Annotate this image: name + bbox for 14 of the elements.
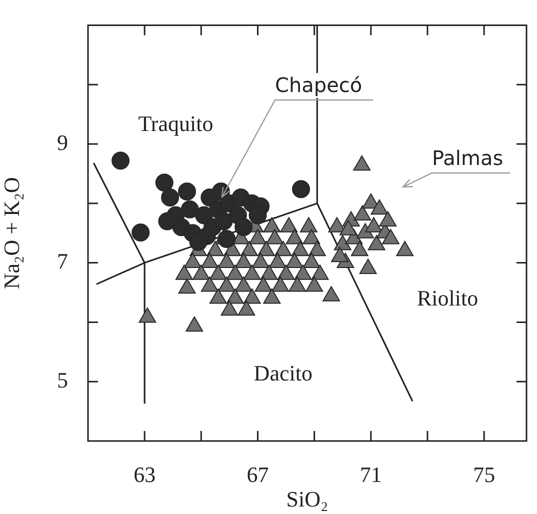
annotation: Traquito bbox=[138, 110, 214, 136]
x-tick-label: 71 bbox=[360, 462, 382, 487]
legend-label: Palmas bbox=[432, 146, 504, 170]
x-axis-title: SiO₂ bbox=[286, 486, 328, 512]
y-tick-label: 9 bbox=[57, 130, 68, 155]
y-tick-label: 7 bbox=[57, 248, 68, 274]
annotation: Dacito bbox=[254, 360, 312, 386]
text: Chapecó bbox=[275, 73, 362, 97]
y-tick-label: 5 bbox=[57, 367, 68, 392]
x-tick-label: 67 bbox=[246, 462, 269, 487]
x-tick-label: 75 bbox=[473, 462, 496, 487]
x-tick-label: 63 bbox=[134, 462, 156, 487]
y-axis-title: Na₂O + K₂O bbox=[0, 177, 24, 290]
annotation: Riolito bbox=[417, 285, 478, 310]
